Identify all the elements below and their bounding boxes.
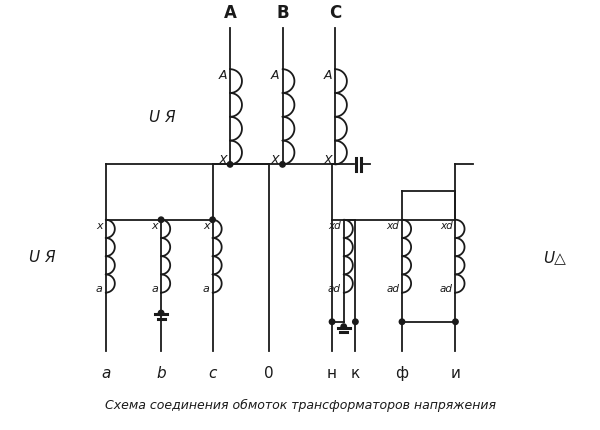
Text: xd: xd <box>386 220 399 230</box>
Text: ad: ad <box>440 283 452 293</box>
Text: c: c <box>208 366 217 381</box>
Text: a: a <box>151 283 158 293</box>
Text: ad: ad <box>328 283 341 293</box>
Text: xd: xd <box>328 220 341 230</box>
Text: a: a <box>101 366 110 381</box>
Circle shape <box>341 324 346 329</box>
Circle shape <box>353 319 358 325</box>
Text: к: к <box>351 366 360 381</box>
Text: x: x <box>203 220 209 230</box>
Text: U△: U△ <box>543 249 566 264</box>
Text: н: н <box>327 366 337 381</box>
Text: b: b <box>156 366 166 381</box>
Text: xd: xd <box>440 220 452 230</box>
Circle shape <box>210 218 215 223</box>
Text: ф: ф <box>395 366 409 381</box>
Text: C: C <box>329 3 341 22</box>
Circle shape <box>280 162 285 168</box>
Text: a: a <box>96 283 103 293</box>
Circle shape <box>227 162 233 168</box>
Circle shape <box>329 319 335 325</box>
Text: A: A <box>271 68 280 81</box>
Text: a: a <box>203 283 209 293</box>
Text: X: X <box>218 154 227 167</box>
Circle shape <box>453 319 458 325</box>
Text: A: A <box>323 68 332 81</box>
Text: Схема соединения обмоток трансформаторов напряжения: Схема соединения обмоток трансформаторов… <box>104 398 496 411</box>
Text: ad: ad <box>386 283 399 293</box>
Text: U Я: U Я <box>29 249 55 264</box>
Text: U Я: U Я <box>149 110 176 125</box>
Text: 0: 0 <box>264 366 274 381</box>
Text: x: x <box>96 220 103 230</box>
Text: A: A <box>224 3 236 22</box>
Text: x: x <box>152 220 158 230</box>
Text: и: и <box>451 366 460 381</box>
Text: A: A <box>218 68 227 81</box>
Circle shape <box>158 218 164 223</box>
Circle shape <box>158 310 164 316</box>
Text: X: X <box>271 154 280 167</box>
Circle shape <box>399 319 405 325</box>
Text: X: X <box>323 154 332 167</box>
Text: B: B <box>276 3 289 22</box>
